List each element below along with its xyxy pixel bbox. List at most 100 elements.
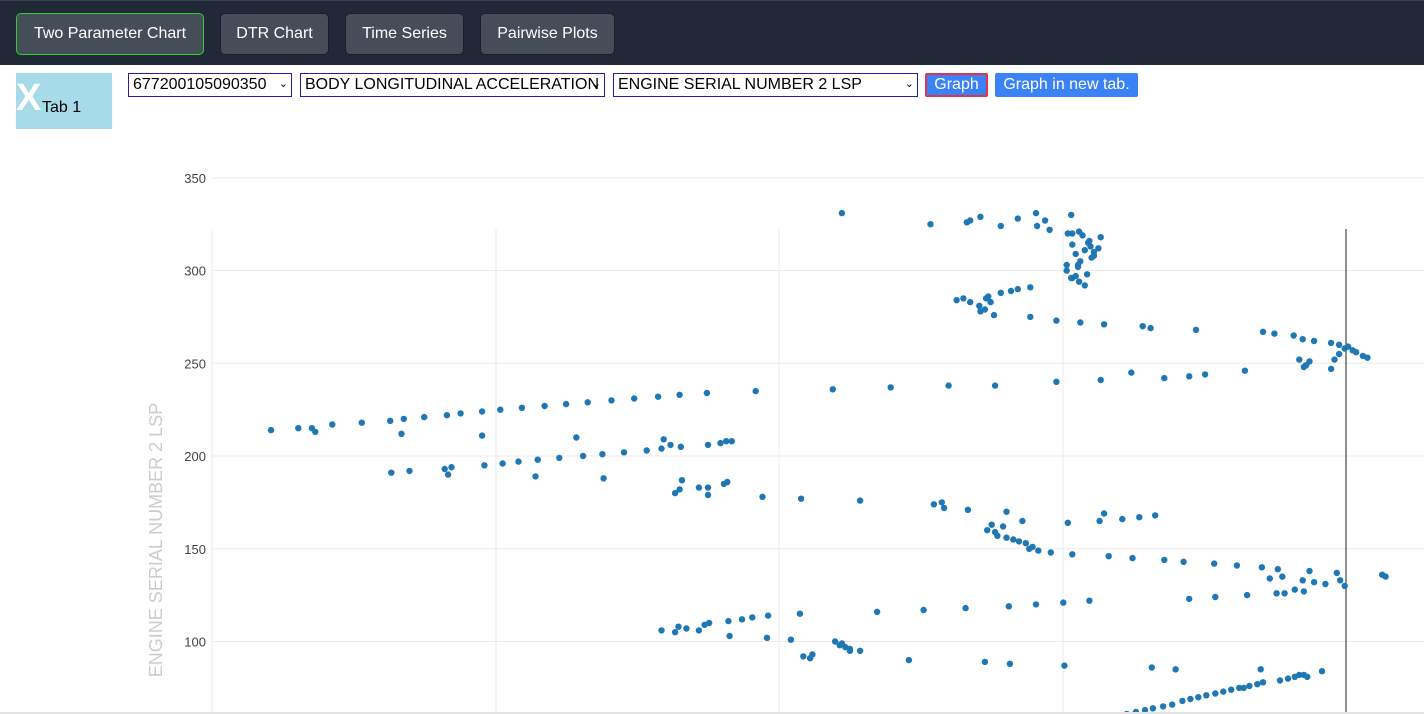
data-point[interactable] xyxy=(723,438,730,445)
data-point[interactable] xyxy=(997,289,1004,296)
data-point[interactable] xyxy=(1086,237,1093,245)
data-point[interactable] xyxy=(976,302,983,309)
data-point[interactable] xyxy=(1033,222,1041,230)
data-point[interactable] xyxy=(1007,287,1015,295)
data-point[interactable] xyxy=(1022,540,1029,547)
y-parameter-select[interactable]: ENGINE SERIAL NUMBER 2 LSP ⌄ xyxy=(613,73,918,97)
data-point[interactable] xyxy=(1100,510,1108,517)
data-point[interactable] xyxy=(599,451,606,458)
data-point[interactable] xyxy=(676,486,683,493)
data-point[interactable] xyxy=(1300,588,1308,595)
data-point[interactable] xyxy=(1149,705,1157,712)
data-point[interactable] xyxy=(400,415,407,423)
data-point[interactable] xyxy=(600,475,607,482)
data-point[interactable] xyxy=(1212,593,1219,601)
pairwise-plots-button[interactable]: Pairwise Plots xyxy=(480,13,615,55)
data-point[interactable] xyxy=(1069,274,1076,282)
data-point[interactable] xyxy=(695,627,703,634)
data-point[interactable] xyxy=(1159,703,1167,710)
data-point[interactable] xyxy=(1005,603,1012,610)
data-point[interactable] xyxy=(631,395,638,402)
data-point[interactable] xyxy=(838,209,846,217)
data-point[interactable] xyxy=(1327,339,1335,347)
data-point[interactable] xyxy=(797,495,805,502)
data-point[interactable] xyxy=(1337,577,1344,584)
data-point[interactable] xyxy=(1310,579,1318,586)
data-point[interactable] xyxy=(1203,692,1210,699)
data-point[interactable] xyxy=(964,506,972,513)
data-point[interactable] xyxy=(683,625,690,632)
data-point[interactable] xyxy=(1274,566,1282,573)
data-point[interactable] xyxy=(800,653,807,660)
data-point[interactable] xyxy=(1139,323,1146,330)
data-point[interactable] xyxy=(759,493,766,500)
data-point[interactable] xyxy=(856,497,864,504)
data-point[interactable] xyxy=(1195,694,1202,701)
data-point[interactable] xyxy=(1302,362,1310,369)
data-point[interactable] xyxy=(1015,538,1023,545)
data-point[interactable] xyxy=(962,604,969,612)
data-point[interactable] xyxy=(1290,332,1297,339)
data-point[interactable] xyxy=(329,421,336,428)
data-point[interactable] xyxy=(675,623,682,630)
data-point[interactable] xyxy=(1032,601,1040,608)
data-point[interactable] xyxy=(981,658,989,666)
data-point[interactable] xyxy=(1364,354,1371,361)
data-point[interactable] xyxy=(1096,517,1103,525)
data-point[interactable] xyxy=(887,384,894,391)
data-point[interactable] xyxy=(499,460,506,467)
data-point[interactable] xyxy=(448,464,455,471)
graph-button[interactable]: Graph xyxy=(925,73,988,97)
data-point[interactable] xyxy=(990,311,998,319)
data-point[interactable] xyxy=(1027,313,1034,321)
data-point[interactable] xyxy=(556,454,563,462)
data-point[interactable] xyxy=(457,410,464,417)
data-point[interactable] xyxy=(984,527,991,534)
data-point[interactable] xyxy=(920,606,927,614)
data-point[interactable] xyxy=(1090,248,1098,256)
data-point[interactable] xyxy=(728,438,735,445)
data-point[interactable] xyxy=(829,386,836,393)
id-select[interactable]: 677200105090350 ⌄ xyxy=(128,73,292,97)
data-point[interactable] xyxy=(977,213,984,220)
data-point[interactable] xyxy=(1061,662,1068,669)
data-point[interactable] xyxy=(1069,230,1076,237)
data-point[interactable] xyxy=(1064,230,1072,237)
data-point[interactable] xyxy=(660,436,667,443)
data-point[interactable] xyxy=(831,638,839,645)
data-point[interactable] xyxy=(481,462,488,469)
data-point[interactable] xyxy=(1241,367,1249,374)
data-point[interactable] xyxy=(1035,547,1042,554)
data-point[interactable] xyxy=(1063,267,1070,274)
data-point[interactable] xyxy=(1341,582,1348,590)
data-point[interactable] xyxy=(1081,282,1089,289)
data-point[interactable] xyxy=(532,473,539,480)
data-point[interactable] xyxy=(658,445,665,452)
data-point[interactable] xyxy=(671,489,679,497)
data-point[interactable] xyxy=(994,532,1001,539)
data-point[interactable] xyxy=(985,293,992,300)
data-point[interactable] xyxy=(695,484,703,491)
data-point[interactable] xyxy=(497,406,504,413)
data-point[interactable] xyxy=(1296,671,1303,679)
data-point[interactable] xyxy=(1318,668,1326,675)
data-point[interactable] xyxy=(1186,595,1193,603)
data-point[interactable] xyxy=(478,408,486,415)
data-point[interactable] xyxy=(515,458,522,465)
data-point[interactable] xyxy=(1029,543,1036,551)
data-point[interactable] xyxy=(1063,261,1070,269)
data-point[interactable] xyxy=(1279,573,1286,580)
data-point[interactable] xyxy=(441,465,448,473)
data-point[interactable] xyxy=(1014,215,1021,222)
data-point[interactable] xyxy=(398,430,405,437)
data-point[interactable] xyxy=(1068,211,1075,219)
data-point[interactable] xyxy=(1032,209,1040,217)
data-point[interactable] xyxy=(704,441,712,449)
data-point[interactable] xyxy=(1382,573,1389,580)
data-point[interactable] xyxy=(764,612,772,619)
data-point[interactable] xyxy=(1141,706,1149,714)
data-point[interactable] xyxy=(927,221,934,228)
data-point[interactable] xyxy=(967,298,974,306)
data-point[interactable] xyxy=(541,402,548,410)
